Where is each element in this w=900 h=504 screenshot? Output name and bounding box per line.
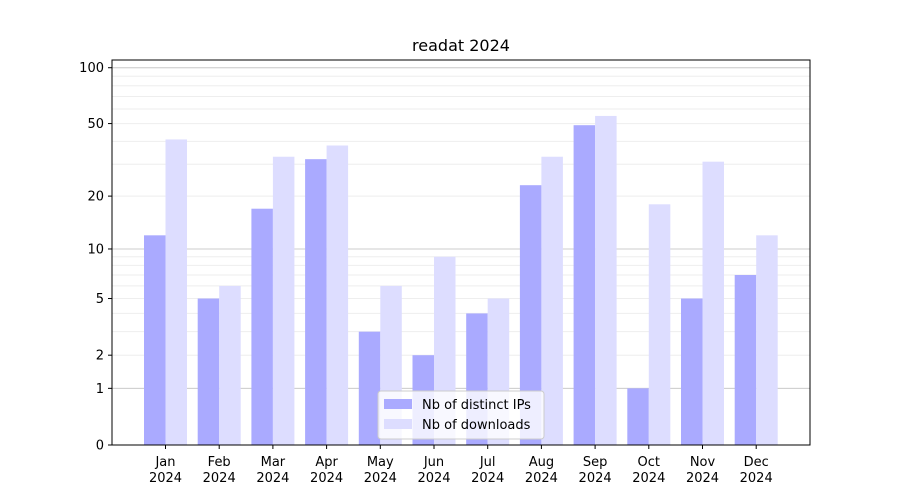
bar-distinct-ips-apr	[305, 159, 327, 445]
legend-swatch-downloads	[384, 419, 412, 429]
bar-downloads-sep	[595, 115, 617, 445]
x-tick-label-month: Mar	[261, 455, 286, 470]
x-tick-label-year: 2024	[740, 471, 773, 486]
x-tick-label-month: Nov	[690, 455, 716, 470]
legend-label-downloads: Nb of downloads	[422, 418, 531, 433]
x-tick-label-month: Sep	[583, 455, 608, 470]
bar-distinct-ips-oct	[627, 388, 649, 445]
bar-distinct-ips-feb	[197, 298, 220, 445]
y-tick-label: 50	[87, 117, 104, 132]
bar-distinct-ips-nov	[681, 298, 703, 445]
x-tick-label-month: Oct	[638, 455, 660, 470]
x-tick-label-year: 2024	[149, 471, 182, 486]
bar-distinct-ips-aug	[519, 185, 542, 445]
bar-distinct-ips-may	[358, 331, 381, 445]
x-tick-label-month: May	[367, 455, 394, 470]
y-tick-label: 20	[87, 190, 104, 205]
bar-downloads-feb	[219, 285, 241, 445]
x-tick-label-year: 2024	[632, 471, 665, 486]
x-tick-label-year: 2024	[686, 471, 719, 486]
legend-swatch-distinct-ips	[384, 399, 412, 409]
y-tick-label: 0	[96, 439, 104, 454]
x-tick-label-month: Jun	[423, 455, 444, 470]
bar-downloads-apr	[326, 145, 349, 445]
x-tick-label-month: Jul	[479, 455, 496, 470]
y-tick-label: 10	[87, 242, 104, 257]
bar-distinct-ips-jan	[144, 235, 166, 445]
x-tick-label-month: Jan	[154, 455, 175, 470]
bar-distinct-ips-mar	[251, 208, 273, 445]
bar-downloads-nov	[702, 161, 724, 445]
x-tick-label-year: 2024	[417, 471, 450, 486]
bar-downloads-aug	[541, 156, 563, 446]
x-tick-label-year: 2024	[471, 471, 504, 486]
y-tick-label: 100	[79, 61, 104, 76]
y-tick-label: 1	[96, 382, 104, 397]
plot-frame	[111, 59, 811, 446]
bar-downloads-dec	[756, 235, 778, 445]
x-tick-label-year: 2024	[364, 471, 397, 486]
bars	[144, 115, 778, 446]
bar-distinct-ips-sep	[573, 125, 596, 445]
x-tick-label-year: 2024	[310, 471, 343, 486]
legend-label-distinct-ips: Nb of distinct IPs	[422, 398, 531, 413]
bar-downloads-oct	[648, 204, 671, 445]
legend: Nb of distinct IPs Nb of downloads	[377, 390, 545, 440]
legend-box	[377, 390, 545, 440]
chart-title: readat 2024	[412, 36, 510, 55]
axes: 0125102050100Jan2024Feb2024Mar2024Apr202…	[79, 61, 773, 486]
x-tick-label-year: 2024	[525, 471, 558, 486]
bar-downloads-mar	[272, 156, 295, 446]
x-tick-label-month: Aug	[529, 455, 554, 470]
x-tick-label-month: Dec	[744, 455, 769, 470]
bar-downloads-jan	[165, 139, 187, 445]
x-tick-label-year: 2024	[256, 471, 289, 486]
x-tick-label-year: 2024	[579, 471, 612, 486]
y-tick-label: 2	[96, 349, 104, 364]
x-tick-label-month: Apr	[315, 455, 338, 470]
bar-distinct-ips-dec	[734, 275, 757, 445]
x-tick-label-year: 2024	[203, 471, 236, 486]
y-tick-label: 5	[96, 292, 104, 307]
x-tick-label-month: Feb	[208, 455, 231, 470]
